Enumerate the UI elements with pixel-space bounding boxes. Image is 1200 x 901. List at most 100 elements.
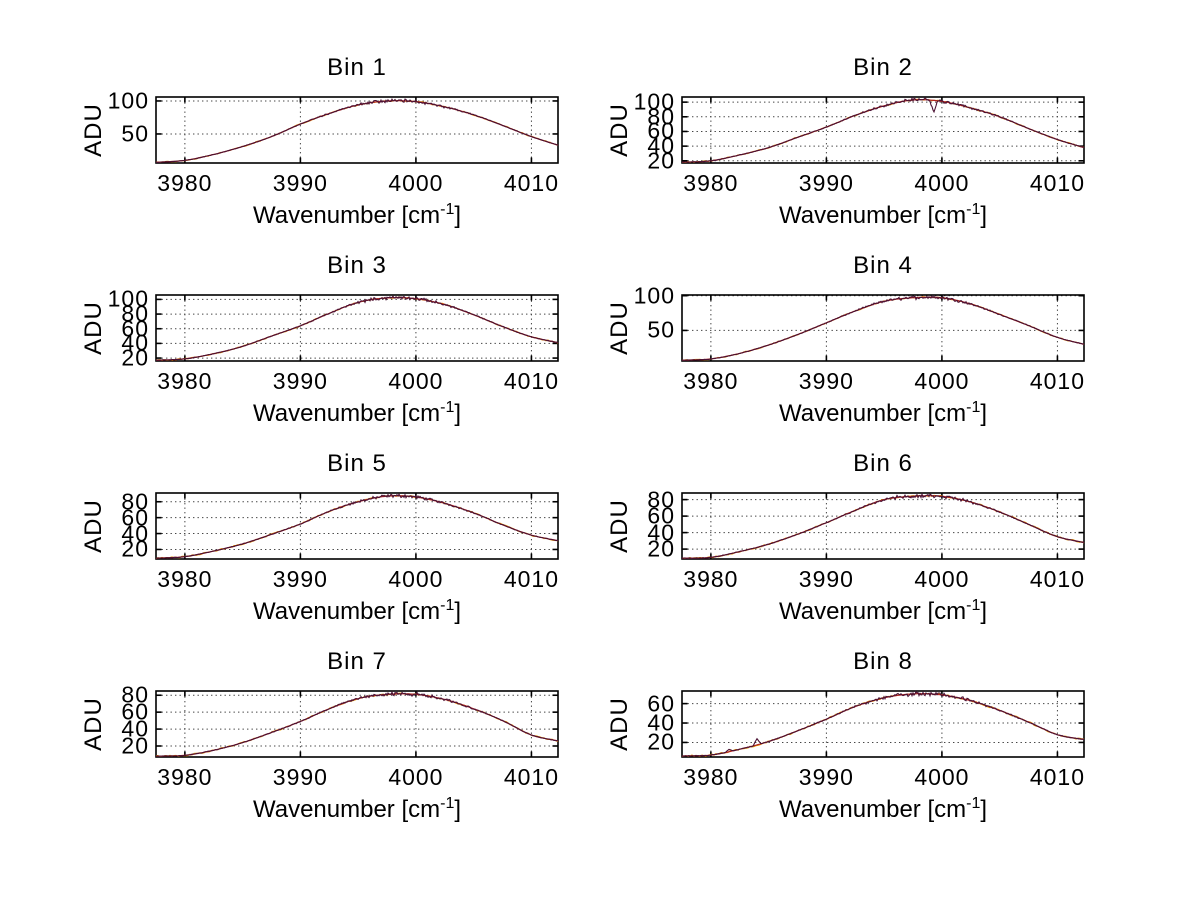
plot-area — [681, 294, 1085, 362]
x-tick-label: 4010 — [1029, 368, 1085, 394]
axis-border — [155, 294, 559, 362]
subplot-title: Bin 8 — [853, 648, 913, 675]
under-curve — [682, 296, 1085, 361]
data-curve — [681, 492, 1085, 559]
x-axis-label-main: Wavenumber [cm — [252, 400, 441, 427]
x-axis-label: Wavenumber [cm-1] — [682, 201, 1084, 230]
y-tick-label: 40 — [121, 329, 149, 356]
x-tick-label: 4000 — [914, 170, 970, 196]
data-curve — [156, 493, 559, 559]
y-tick-label: 60 — [647, 502, 675, 529]
plot-area — [155, 690, 559, 758]
under-curve — [681, 98, 1085, 163]
x-tick-label: 4000 — [388, 764, 444, 790]
axis-border — [681, 294, 1085, 362]
x-axis-label-superscript: -1 — [440, 399, 455, 416]
x-tick-label: 3980 — [683, 368, 739, 394]
x-tick-label: 4000 — [914, 566, 970, 592]
x-tick-label: 4010 — [503, 764, 559, 790]
x-tick-label: 3990 — [272, 566, 328, 592]
x-axis-label: Wavenumber [cm-1] — [156, 597, 558, 626]
data-curve — [155, 295, 559, 361]
y-tick-label: 80 — [121, 488, 149, 515]
plot-area — [681, 96, 1085, 164]
y-tick-label: 80 — [121, 681, 149, 708]
x-axis-label-superscript: -1 — [966, 795, 981, 812]
y-tick-label: 20 — [121, 732, 149, 759]
x-axis-label: Wavenumber [cm-1] — [682, 399, 1084, 428]
x-axis-label-superscript: -1 — [440, 795, 455, 812]
x-axis-label-superscript: -1 — [440, 201, 455, 218]
fit-curve — [155, 693, 559, 757]
under-curve — [155, 494, 559, 559]
x-axis-label: Wavenumber [cm-1] — [682, 795, 1084, 824]
x-axis-label-end: ] — [454, 796, 462, 823]
subplot-title: Bin 2 — [853, 54, 913, 81]
x-tick-label: 4000 — [914, 368, 970, 394]
y-tick-label: 60 — [121, 698, 149, 725]
x-tick-label: 3980 — [157, 170, 213, 196]
y-tick-label: 60 — [647, 690, 675, 717]
y-tick-label: 100 — [107, 87, 149, 114]
y-tick-label: 40 — [121, 715, 149, 742]
y-tick-label: 100 — [633, 282, 675, 309]
x-axis-label-main: Wavenumber [cm — [252, 202, 441, 229]
x-axis-label-end: ] — [454, 598, 462, 625]
plot-area — [155, 492, 559, 560]
x-axis-label: Wavenumber [cm-1] — [156, 795, 558, 824]
y-tick-label: 40 — [121, 520, 149, 547]
subplot-title: Bin 1 — [327, 54, 387, 81]
y-tick-label: 40 — [647, 132, 675, 159]
data-curve — [155, 690, 559, 757]
x-tick-label: 3990 — [798, 566, 854, 592]
x-tick-label: 4010 — [503, 170, 559, 196]
x-axis-label-main: Wavenumber [cm — [778, 598, 967, 625]
x-tick-label: 4000 — [388, 566, 444, 592]
y-tick-label: 60 — [121, 504, 149, 531]
x-tick-label: 3990 — [272, 368, 328, 394]
x-axis-label-main: Wavenumber [cm — [778, 796, 967, 823]
x-tick-label: 3990 — [798, 170, 854, 196]
x-tick-label: 4000 — [914, 764, 970, 790]
y-tick-label: 60 — [121, 315, 149, 342]
plot-area — [155, 294, 559, 362]
x-tick-label: 4010 — [503, 566, 559, 592]
data-curve — [681, 96, 1085, 163]
y-tick-label: 20 — [121, 344, 149, 371]
x-tick-label: 4010 — [503, 368, 559, 394]
fit-curve — [155, 100, 559, 163]
x-tick-label: 3990 — [798, 764, 854, 790]
x-tick-label: 3980 — [157, 764, 213, 790]
x-tick-label: 4010 — [1029, 566, 1085, 592]
x-axis-label-main: Wavenumber [cm — [252, 598, 441, 625]
y-tick-label: 50 — [647, 316, 675, 343]
under-curve — [156, 692, 559, 757]
under-curve — [155, 99, 559, 163]
y-tick-label: 60 — [647, 117, 675, 144]
y-tick-label: 20 — [121, 535, 149, 562]
fit-curve — [681, 296, 1085, 361]
x-axis-label-end: ] — [980, 796, 988, 823]
x-axis-label-end: ] — [454, 202, 462, 229]
x-axis-label-superscript: -1 — [966, 201, 981, 218]
x-axis-label-main: Wavenumber [cm — [252, 796, 441, 823]
x-tick-label: 3990 — [272, 170, 328, 196]
x-axis-label-superscript: -1 — [440, 597, 455, 614]
x-tick-label: 3980 — [683, 566, 739, 592]
axis-border — [155, 96, 559, 164]
x-tick-label: 3980 — [157, 368, 213, 394]
x-axis-label: Wavenumber [cm-1] — [156, 399, 558, 428]
axis-border — [681, 96, 1085, 164]
x-tick-label: 4000 — [388, 368, 444, 394]
x-tick-label: 3980 — [683, 764, 739, 790]
y-tick-label: 20 — [647, 728, 675, 755]
x-axis-label-superscript: -1 — [966, 597, 981, 614]
subplot-title: Bin 6 — [853, 450, 913, 477]
x-tick-label: 3990 — [272, 764, 328, 790]
y-tick-label: 80 — [647, 103, 675, 130]
x-tick-label: 4010 — [1029, 764, 1085, 790]
x-axis-label-main: Wavenumber [cm — [778, 400, 967, 427]
x-axis-label: Wavenumber [cm-1] — [156, 201, 558, 230]
under-curve — [681, 692, 1085, 757]
